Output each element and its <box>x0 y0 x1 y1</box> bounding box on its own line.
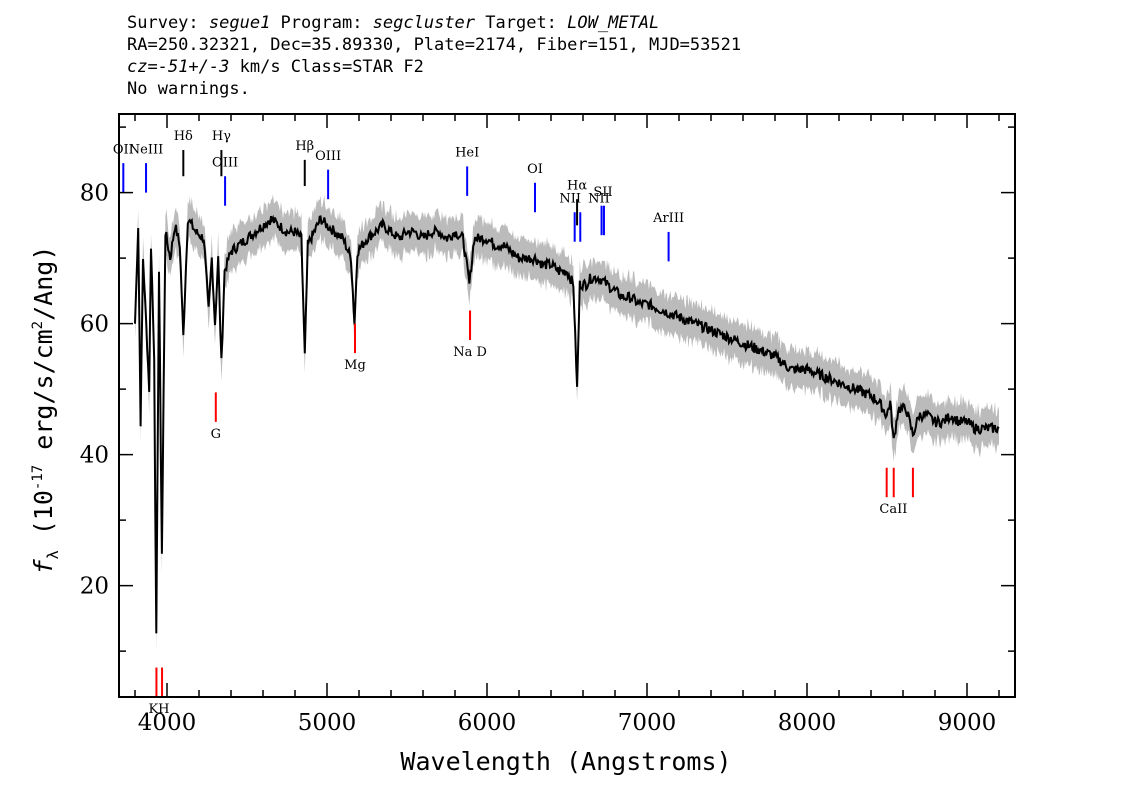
y-tick-label: 60 <box>80 312 109 338</box>
label-hgamma: Hγ <box>212 129 231 144</box>
cz-class: km/s Class=STAR F2 <box>229 57 424 77</box>
x-axis-label: Wavelength (Angstroms) <box>400 747 731 776</box>
label-oi: OI <box>527 162 543 177</box>
x-tick-label: 9000 <box>938 710 997 736</box>
x-tick-label: 8000 <box>778 710 837 736</box>
x-tick-label: 5000 <box>298 710 357 736</box>
flux-error-band <box>135 194 999 653</box>
survey-value: segue1 <box>208 13 271 33</box>
survey-label: Survey: <box>127 13 209 33</box>
label-g: G <box>211 427 221 442</box>
x-tick-label: 6000 <box>458 710 517 736</box>
axes-layer: 4000 5000 6000 7000 8000 9000 20 40 60 80 <box>80 113 1016 736</box>
label-oiii-4363: OIII <box>212 155 238 170</box>
header-line-redshift: cz=-51+/-3 km/s Class=STAR F2 <box>127 56 741 78</box>
flux-layer <box>134 214 1000 634</box>
label-halpha: Hα <box>567 178 587 193</box>
y-tick-label: 20 <box>80 574 109 600</box>
x-tick-label: 4000 <box>138 710 197 736</box>
flux-line <box>134 214 1000 634</box>
x-tick-label: 7000 <box>618 710 677 736</box>
target-value: LOW_METAL <box>567 13 660 33</box>
label-na-d: Na D <box>453 345 487 360</box>
label-mg: Mg <box>344 358 366 373</box>
label-kh: KH <box>148 702 169 717</box>
header-line-coordinates: RA=250.32321, Dec=35.89330, Plate=2174, … <box>127 35 742 55</box>
cz-label: cz= <box>127 57 158 77</box>
target-label: Target: <box>475 13 568 33</box>
y-axis-label: fλ (10-17 erg/s/cm2/Ang) <box>29 246 62 575</box>
header-line-warnings: No warnings. <box>127 79 250 99</box>
header-line-survey: Survey: segue1 Program: segcluster Targe… <box>127 12 741 34</box>
label-nii-6583: NII <box>588 191 610 206</box>
plot-frame <box>118 113 1016 698</box>
label-sii: SII <box>593 185 612 200</box>
spectrum-header: Survey: segue1 Program: segcluster Targe… <box>127 12 741 100</box>
label-nii-6548: NII <box>559 191 581 206</box>
label-hdelta: Hδ <box>174 129 193 144</box>
label-hbeta: Hβ <box>295 139 314 154</box>
cz-value: -51+/-3 <box>157 57 230 77</box>
program-value: segcluster <box>372 13 476 33</box>
label-neiii: NeIII <box>129 142 163 157</box>
program-label: Program: <box>270 13 373 33</box>
label-oiii-5007: OIII <box>315 149 341 164</box>
error-band-layer <box>135 194 999 653</box>
label-ariii: ArIII <box>652 211 684 226</box>
label-hei: HeI <box>455 146 479 161</box>
label-caii: CaII <box>879 502 907 517</box>
y-tick-label: 40 <box>80 443 109 469</box>
y-tick-label: 80 <box>80 181 109 207</box>
